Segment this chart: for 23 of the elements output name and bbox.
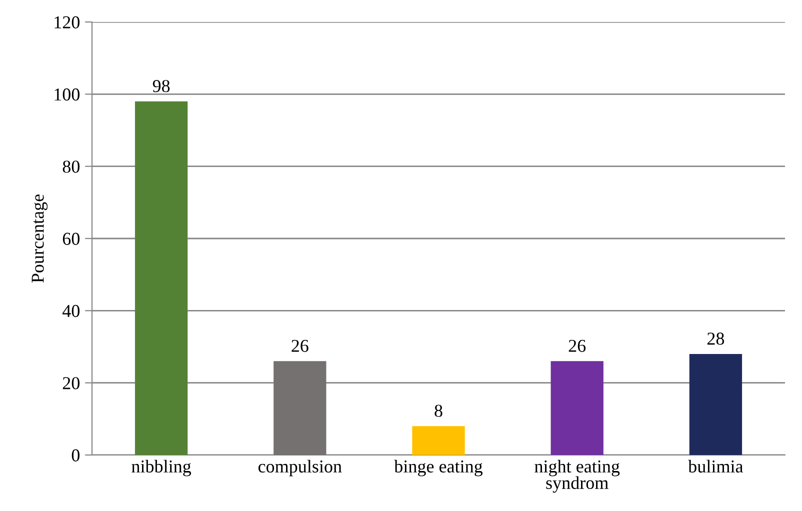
bar [550,361,604,455]
y-tick-label: 80 [62,160,80,173]
y-tick-label: 0 [72,449,80,462]
data-label: 26 [568,340,586,352]
x-tick-label: nibbling [132,460,192,476]
bar [274,361,326,455]
x-tick-label: bulimia [688,460,744,473]
y-tick-label: 120 [54,16,80,28]
data-label: 26 [292,340,308,352]
x-tick-label: night eating syndrom [534,460,620,493]
y-axis-title: Pourcentage [32,194,48,283]
x-tick-label: compulsion [258,460,342,476]
y-tick-label: 20 [62,377,80,390]
data-label: 8 [434,404,442,417]
bar [412,426,465,455]
bar [134,101,188,455]
data-label: 98 [152,80,170,92]
x-tick-label: binge eating [394,460,483,476]
data-label: 28 [707,332,724,345]
y-tick-label: 100 [54,88,80,101]
bar [689,354,742,455]
y-tick-label: 60 [62,232,80,245]
y-tick-label: 40 [62,304,80,318]
